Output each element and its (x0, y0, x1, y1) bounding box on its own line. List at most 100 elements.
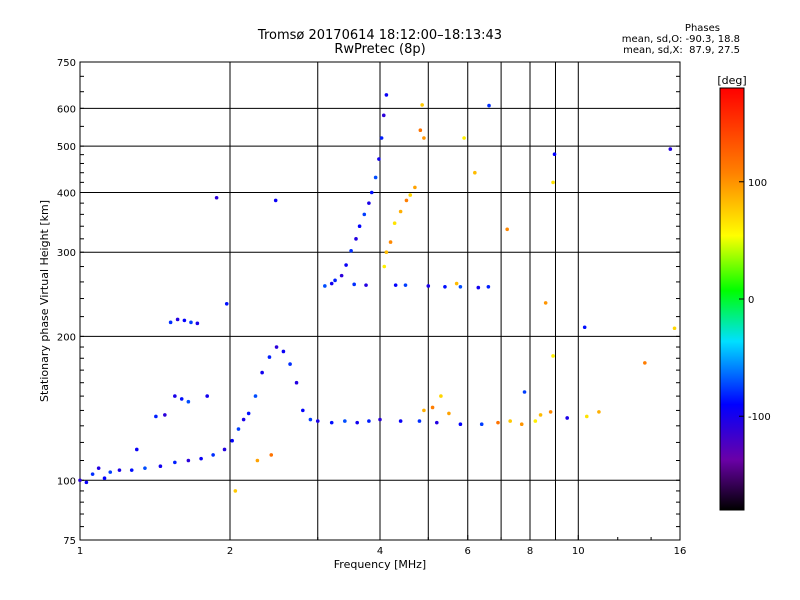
data-point-o-mode (175, 317, 180, 322)
data-point-o-mode (443, 284, 447, 289)
data-point-o-mode (84, 480, 89, 485)
data-point-o-mode (158, 464, 163, 469)
data-point-x-mode (255, 458, 260, 463)
data-point-o-mode (486, 284, 491, 289)
data-point-o-mode (362, 212, 367, 217)
data-point-x-mode (551, 354, 555, 358)
data-point-x-mode (404, 198, 409, 203)
x-tick-label: 6 (465, 546, 471, 557)
data-point-x-mode (584, 414, 589, 419)
data-point-x-mode (643, 361, 647, 365)
data-point-x-mode (398, 209, 403, 214)
data-point-o-mode (349, 249, 353, 253)
data-point-o-mode (214, 195, 219, 200)
data-point-x-mode (551, 180, 555, 185)
data-point-o-mode (458, 422, 463, 427)
data-point-o-mode (129, 468, 134, 472)
data-point-o-mode (186, 458, 191, 463)
data-point-o-mode (565, 416, 569, 420)
x-tick-label: 16 (674, 546, 687, 557)
colorbar-tick-label: 0 (748, 295, 754, 306)
data-point-o-mode (343, 419, 347, 423)
data-point-o-mode (211, 453, 215, 457)
data-point-x-mode (496, 420, 500, 425)
data-point-o-mode (274, 345, 279, 349)
data-point-o-mode (367, 419, 371, 423)
data-point-x-mode (388, 240, 393, 244)
x-axis-label: Frequency [MHz] (334, 558, 426, 571)
data-point-o-mode (205, 394, 209, 398)
data-point-x-mode (233, 489, 238, 493)
data-point-o-mode (381, 113, 386, 118)
data-point-o-mode (355, 420, 359, 425)
data-point-o-mode (379, 136, 384, 140)
legend-heading: Phases (684, 23, 720, 34)
data-point-o-mode (354, 237, 358, 241)
data-point-x-mode (422, 136, 426, 140)
data-point-x-mode (672, 326, 677, 331)
data-point-o-mode (377, 157, 381, 161)
data-point-o-mode (426, 284, 431, 288)
data-point-o-mode (367, 201, 371, 205)
data-point-o-mode (134, 447, 139, 452)
data-point-o-mode (267, 355, 272, 359)
data-point-o-mode (108, 470, 113, 474)
data-point-x-mode (454, 281, 459, 286)
data-point-o-mode (668, 147, 673, 151)
data-point-o-mode (143, 466, 147, 470)
data-point-o-mode (344, 263, 348, 267)
y-tick-label: 75 (63, 536, 76, 547)
data-point-o-mode (241, 417, 246, 422)
data-point-o-mode (329, 420, 334, 425)
data-point-o-mode (224, 301, 229, 306)
y-tick-label: 500 (57, 142, 76, 153)
data-point-o-mode (393, 283, 398, 287)
y-tick-label: 200 (57, 332, 76, 343)
data-point-x-mode (447, 411, 451, 416)
data-point-o-mode (487, 103, 491, 108)
data-point-o-mode (339, 273, 344, 278)
data-point-x-mode (462, 136, 466, 140)
data-point-o-mode (236, 427, 241, 431)
data-point-o-mode (260, 370, 264, 375)
legend-line-x: mean, sd,X: 87.9, 27.5 (623, 45, 740, 56)
data-point-o-mode (384, 93, 389, 97)
chart-subtitle: RwPretec (8p) (334, 42, 426, 57)
data-point-x-mode (430, 405, 435, 410)
data-point-o-mode (522, 390, 527, 394)
data-point-o-mode (333, 278, 337, 283)
data-point-o-mode (281, 349, 286, 354)
x-tick-label: 1 (77, 546, 83, 557)
colorbar-tick-label: 100 (748, 178, 767, 189)
y-tick-label: 100 (57, 476, 76, 487)
data-point-x-mode (418, 128, 423, 132)
data-point-o-mode (90, 472, 95, 476)
data-point-x-mode (269, 453, 274, 457)
data-point-x-mode (382, 264, 387, 269)
y-tick-label: 300 (57, 248, 76, 259)
y-axis-label: Stationary phase Virtual Height [km] (38, 200, 51, 402)
data-point-o-mode (154, 414, 158, 419)
data-point-o-mode (301, 408, 305, 413)
data-point-o-mode (364, 283, 368, 287)
data-point-o-mode (458, 284, 463, 289)
data-point-o-mode (189, 320, 193, 325)
data-point-o-mode (163, 413, 167, 417)
y-tick-label: 400 (57, 188, 76, 199)
data-point-x-mode (508, 419, 512, 423)
x-tick-label: 4 (377, 546, 383, 557)
data-point-x-mode (413, 185, 417, 190)
data-point-o-mode (253, 394, 258, 398)
data-point-o-mode (179, 397, 184, 401)
data-point-o-mode (230, 438, 234, 443)
data-point-o-mode (308, 417, 313, 422)
colorbar-tick-label: -100 (748, 412, 771, 423)
data-point-x-mode (505, 227, 509, 232)
data-point-o-mode (352, 282, 356, 287)
data-point-o-mode (479, 422, 484, 427)
data-point-o-mode (329, 281, 334, 286)
data-point-o-mode (78, 478, 82, 483)
data-point-x-mode (392, 221, 397, 226)
data-point-o-mode (168, 320, 173, 325)
